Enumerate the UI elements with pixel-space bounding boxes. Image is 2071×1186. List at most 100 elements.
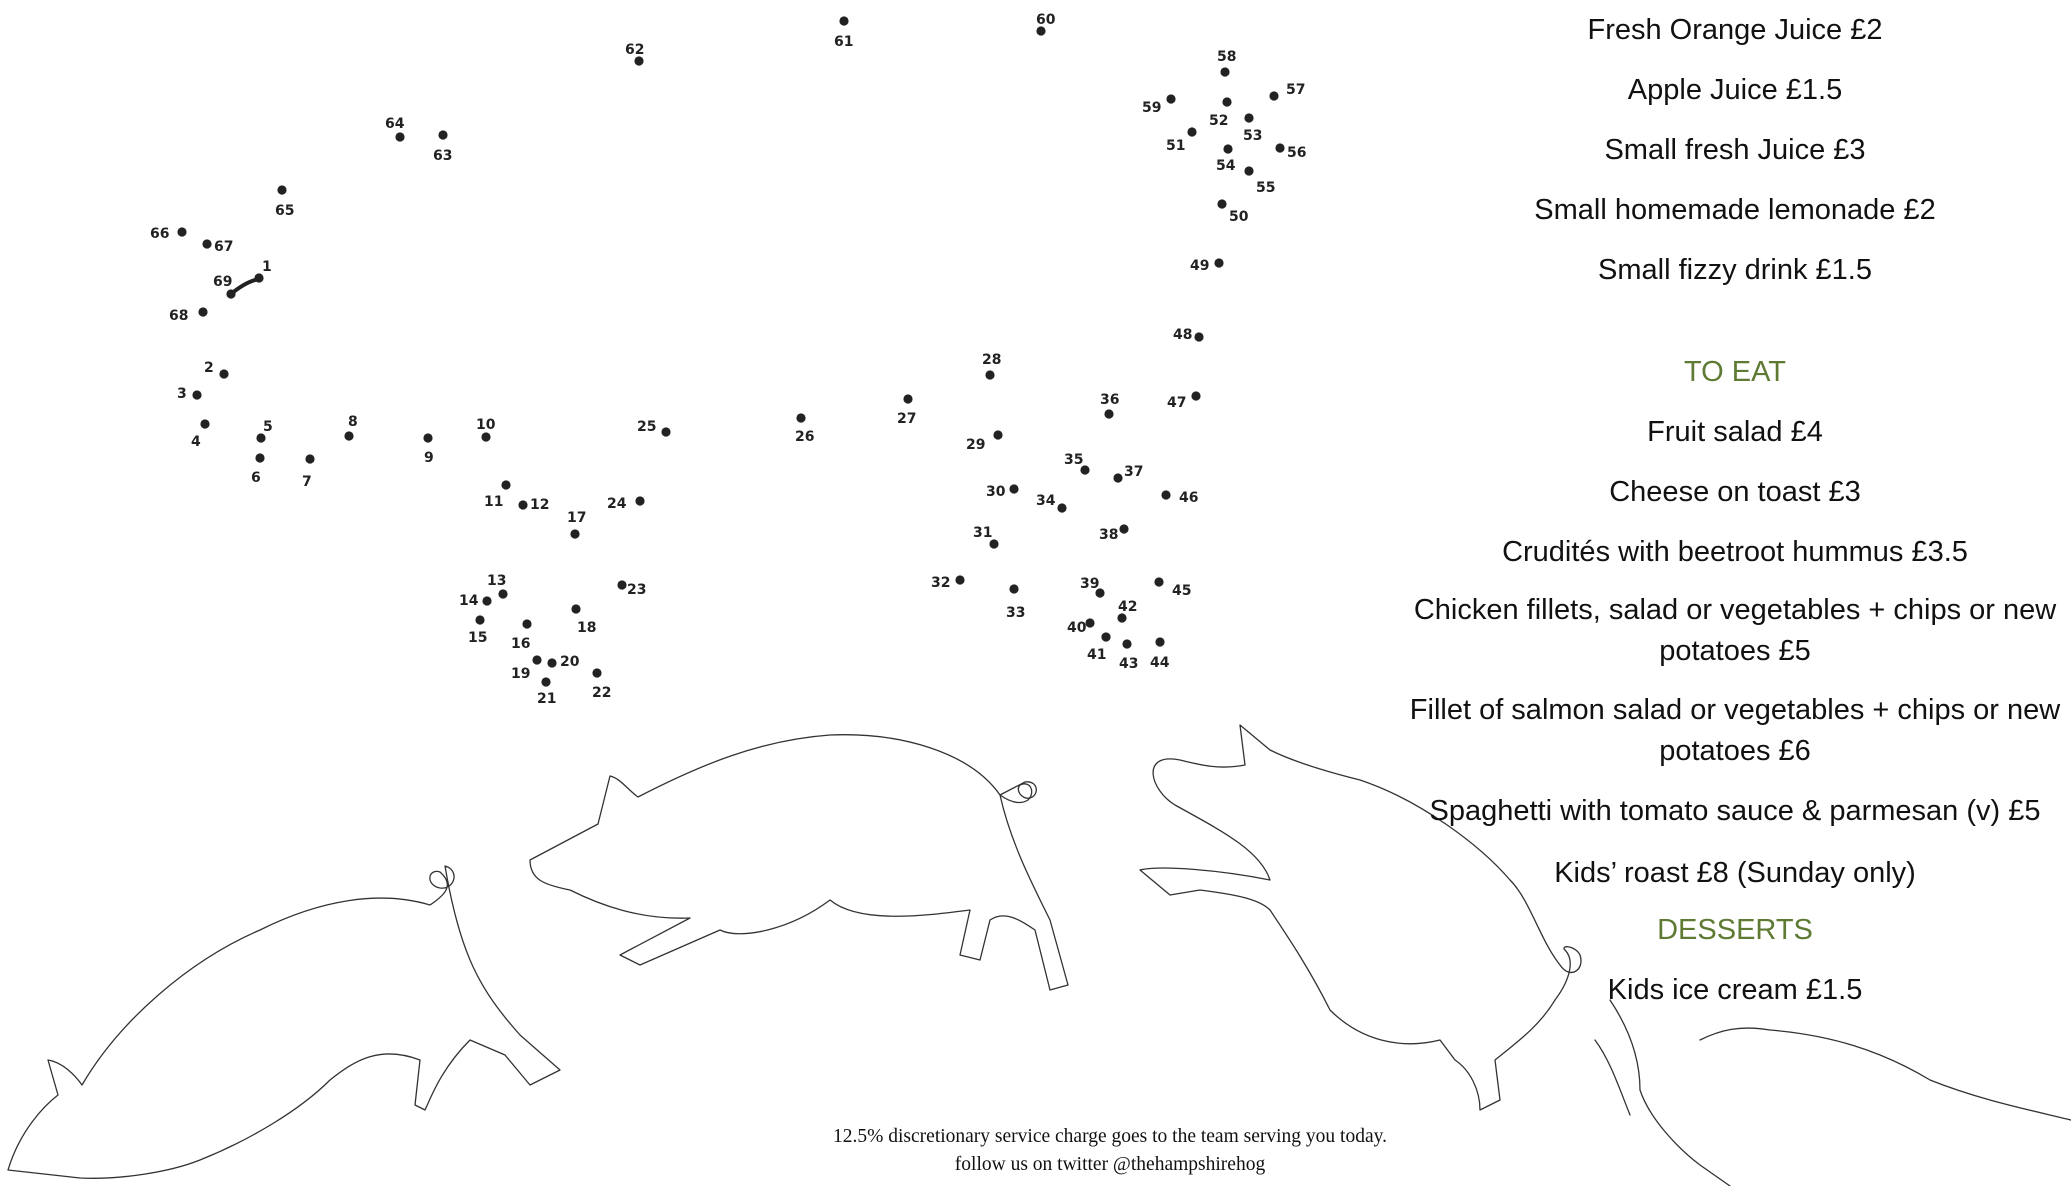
puzzle-dot-27 (903, 394, 913, 404)
puzzle-dot-label-10: 10 (476, 417, 496, 433)
puzzle-dot-label-25: 25 (637, 419, 656, 435)
puzzle-dot-label-1: 1 (262, 259, 272, 275)
puzzle-dot-label-35: 35 (1064, 452, 1083, 468)
puzzle-dot-62 (634, 56, 644, 66)
puzzle-dot-36 (1104, 409, 1114, 419)
puzzle-dot-label-20: 20 (560, 654, 580, 670)
puzzle-dot-18 (571, 604, 581, 614)
section-heading-desserts: DESSERTS (1657, 914, 1813, 946)
puzzle-dot-47 (1191, 391, 1201, 401)
puzzle-dot-label-19: 19 (511, 666, 530, 682)
puzzle-dot-label-22: 22 (592, 685, 611, 701)
puzzle-dot-label-43: 43 (1119, 656, 1138, 672)
puzzle-dot-26 (796, 413, 806, 423)
puzzle-dot-label-23: 23 (627, 582, 646, 598)
puzzle-dot-21 (541, 677, 551, 687)
puzzle-dot-13 (498, 589, 508, 599)
puzzle-dot-65 (277, 185, 287, 195)
puzzle-dot-label-38: 38 (1099, 527, 1118, 543)
puzzle-dot-label-7: 7 (302, 474, 312, 490)
drink-item: Small fresh Juice £3 (1604, 134, 1866, 166)
puzzle-dot-label-60: 60 (1036, 12, 1056, 28)
puzzle-dot-20 (547, 658, 557, 668)
puzzle-dot-label-15: 15 (468, 630, 487, 646)
puzzle-dot-label-9: 9 (424, 450, 434, 466)
puzzle-dot-label-32: 32 (931, 575, 950, 591)
puzzle-dot-label-62: 62 (625, 42, 644, 58)
puzzle-dot-48 (1194, 332, 1204, 342)
puzzle-dot-5 (256, 433, 266, 443)
puzzle-dot-57 (1269, 91, 1279, 101)
puzzle-dot-11 (501, 480, 511, 490)
puzzle-dot-label-58: 58 (1217, 49, 1236, 65)
puzzle-dot-66 (177, 227, 187, 237)
puzzle-dot-60 (1036, 26, 1046, 36)
food-item: Kids’ roast £8 (Sunday only) (1554, 857, 1916, 889)
puzzle-dot-34 (1057, 503, 1067, 513)
section-heading-to-eat: TO EAT (1683, 356, 1787, 388)
food-item: Spaghetti with tomato sauce & parmesan (… (1429, 795, 2041, 827)
puzzle-dot-label-8: 8 (348, 414, 358, 430)
puzzle-dot-31 (989, 539, 999, 549)
puzzle-dot-label-69: 69 (213, 274, 232, 290)
puzzle-dot-46 (1161, 490, 1171, 500)
puzzle-dot-label-54: 54 (1216, 158, 1236, 174)
puzzle-dot-label-12: 12 (530, 497, 549, 513)
puzzle-dot-label-21: 21 (537, 691, 556, 707)
puzzle-dot-51 (1187, 127, 1197, 137)
puzzle-dot-label-41: 41 (1087, 647, 1106, 663)
puzzle-dot-label-46: 46 (1179, 490, 1198, 506)
puzzle-dot-69 (226, 289, 236, 299)
puzzle-dot-label-47: 47 (1167, 395, 1186, 411)
drink-item: Apple Juice £1.5 (1627, 74, 1843, 106)
puzzle-dot-64 (395, 132, 405, 142)
puzzle-dot-54 (1223, 144, 1233, 154)
food-item: Chicken fillets, salad or vegetables + c… (1413, 594, 2057, 667)
puzzle-dot-label-16: 16 (511, 636, 530, 652)
puzzle-dot-7 (305, 454, 315, 464)
puzzle-dot-label-11: 11 (484, 494, 503, 510)
puzzle-dot-label-31: 31 (973, 525, 992, 541)
puzzle-dot-label-37: 37 (1124, 464, 1143, 480)
puzzle-dot-label-64: 64 (385, 116, 405, 132)
puzzle-dot-2 (219, 369, 229, 379)
puzzle-dot-24 (635, 496, 645, 506)
puzzle-dot-label-51: 51 (1166, 138, 1185, 154)
service-charge-note: 12.5% discretionary service charge goes … (833, 1126, 1387, 1147)
puzzle-dot-28 (985, 370, 995, 380)
puzzle-dot-43 (1122, 639, 1132, 649)
puzzle-dot-label-6: 6 (251, 470, 261, 486)
drink-item: Small homemade lemonade £2 (1534, 194, 1936, 226)
puzzle-dot-12 (518, 500, 528, 510)
puzzle-dot-label-39: 39 (1080, 576, 1099, 592)
puzzle-dot-14 (482, 596, 492, 606)
puzzle-dot-label-52: 52 (1209, 113, 1228, 129)
puzzle-dot-label-63: 63 (433, 148, 452, 164)
puzzle-dot-6 (255, 453, 265, 463)
puzzle-dot-label-14: 14 (459, 593, 479, 609)
puzzle-dot-10 (481, 432, 491, 442)
puzzle-dot-35 (1080, 465, 1090, 475)
puzzle-dot-label-65: 65 (275, 203, 294, 219)
puzzle-dot-label-66: 66 (150, 226, 169, 242)
puzzle-dot-59 (1166, 94, 1176, 104)
puzzle-dot-label-18: 18 (577, 620, 596, 636)
puzzle-dot-label-40: 40 (1067, 620, 1087, 636)
puzzle-dot-67 (202, 239, 212, 249)
puzzle-dot-58 (1220, 67, 1230, 77)
drink-item: Small fizzy drink £1.5 (1598, 254, 1872, 286)
puzzle-dot-4 (200, 419, 210, 429)
puzzle-dot-32 (955, 575, 965, 585)
puzzle-dot-label-61: 61 (834, 34, 853, 50)
puzzle-dot-label-48: 48 (1173, 327, 1192, 343)
puzzle-dot-63 (438, 130, 448, 140)
puzzle-dot-label-56: 56 (1287, 145, 1306, 161)
puzzle-dot-40 (1085, 618, 1095, 628)
puzzle-dot-3 (192, 390, 202, 400)
connector-69-to-1 (229, 277, 262, 296)
puzzle-dot-label-49: 49 (1190, 258, 1209, 274)
pig-outline-bottom-left (7, 865, 561, 1179)
puzzle-dot-label-28: 28 (982, 352, 1001, 368)
puzzle-dot-56 (1275, 143, 1285, 153)
puzzle-dot-68 (198, 307, 208, 317)
